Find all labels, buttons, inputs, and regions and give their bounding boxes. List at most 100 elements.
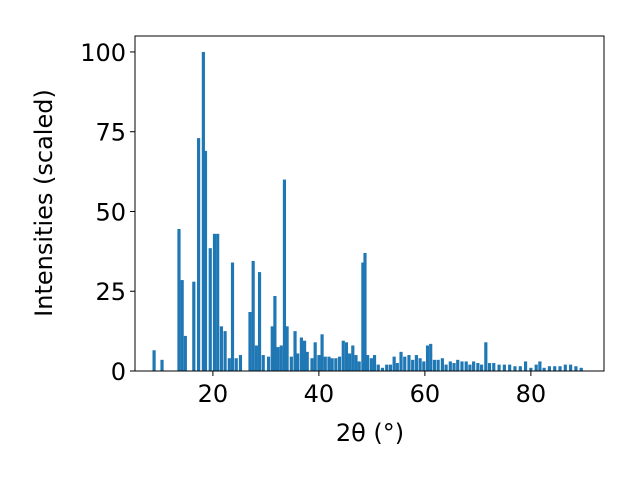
bar — [411, 359, 415, 371]
bar — [425, 345, 430, 371]
y-axis-label: Intensities (scaled) — [30, 89, 58, 317]
bar — [152, 350, 156, 371]
bar — [574, 366, 578, 371]
bar — [302, 340, 307, 371]
bar — [534, 364, 538, 371]
bar — [238, 355, 243, 371]
bar — [422, 361, 426, 371]
bar — [547, 366, 552, 371]
bar — [296, 353, 300, 371]
bar — [357, 361, 361, 371]
y-tick-label: 25 — [95, 278, 126, 306]
bar — [399, 351, 403, 371]
bar — [385, 364, 389, 371]
bar — [203, 150, 208, 371]
bar — [376, 364, 380, 371]
bar — [180, 280, 184, 371]
bar — [363, 252, 367, 371]
bar — [276, 347, 280, 371]
bar — [270, 326, 274, 371]
bar — [456, 359, 460, 371]
bar — [558, 366, 562, 371]
bar — [305, 351, 309, 371]
x-tick-label: 20 — [198, 380, 229, 408]
bar — [341, 340, 345, 371]
bar — [334, 358, 338, 371]
bar — [460, 361, 464, 371]
bar — [254, 345, 258, 371]
bar — [487, 363, 492, 371]
axes-frame — [134, 35, 605, 372]
bar — [177, 229, 181, 371]
bar — [529, 367, 533, 371]
bar — [273, 296, 277, 371]
bar — [538, 361, 542, 371]
bar — [444, 364, 448, 371]
bar — [282, 179, 287, 371]
bar — [344, 342, 349, 371]
bar — [468, 364, 472, 371]
bar — [293, 331, 297, 371]
bar — [388, 364, 393, 371]
bar — [508, 364, 512, 371]
y-tick-label: 0 — [111, 358, 126, 386]
x-tick-label: 80 — [516, 380, 547, 408]
bar — [289, 356, 293, 371]
bar — [299, 337, 303, 371]
bar — [440, 358, 444, 371]
bar — [183, 335, 187, 371]
bar — [484, 342, 488, 371]
bar — [223, 331, 227, 371]
bar — [212, 233, 217, 371]
x-tick-label: 40 — [304, 380, 335, 408]
bar — [261, 355, 265, 371]
bar — [414, 355, 418, 371]
bar — [372, 355, 377, 371]
bar — [407, 355, 411, 371]
bar — [513, 366, 517, 371]
bar — [160, 359, 164, 371]
y-tick-label: 75 — [95, 119, 126, 147]
bar — [219, 326, 223, 371]
y-tick-label: 50 — [95, 198, 126, 226]
bar — [436, 359, 440, 371]
bar — [569, 364, 573, 371]
bar — [279, 345, 283, 371]
bar — [464, 361, 468, 371]
bar — [330, 358, 334, 371]
bar — [492, 363, 496, 371]
bar — [323, 356, 327, 371]
bar — [266, 356, 271, 371]
bar — [497, 364, 501, 371]
bar — [403, 356, 407, 371]
bar — [542, 367, 546, 371]
bar — [251, 260, 255, 371]
bar — [227, 358, 231, 371]
x-axis-label: 2θ (°) — [336, 419, 404, 447]
bar — [234, 358, 238, 371]
bar — [380, 367, 385, 371]
bar — [285, 326, 289, 371]
bar — [502, 364, 506, 371]
bar — [579, 367, 583, 371]
bar — [452, 363, 456, 371]
bar — [351, 345, 355, 371]
bar — [448, 361, 452, 371]
bar — [366, 355, 370, 371]
bar — [429, 343, 433, 371]
bar — [348, 353, 352, 371]
bar — [518, 366, 522, 371]
bar — [337, 356, 342, 371]
bar — [479, 364, 484, 371]
bar — [313, 342, 317, 371]
bar — [317, 355, 321, 371]
bar — [472, 361, 476, 371]
bar — [369, 358, 373, 371]
bar — [230, 262, 235, 371]
bar — [563, 364, 567, 371]
bar — [432, 359, 437, 371]
bar — [197, 138, 201, 371]
bar — [310, 358, 314, 371]
y-tick-label: 100 — [80, 39, 126, 67]
